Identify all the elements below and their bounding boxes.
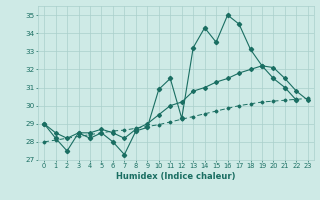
X-axis label: Humidex (Indice chaleur): Humidex (Indice chaleur) bbox=[116, 172, 236, 181]
